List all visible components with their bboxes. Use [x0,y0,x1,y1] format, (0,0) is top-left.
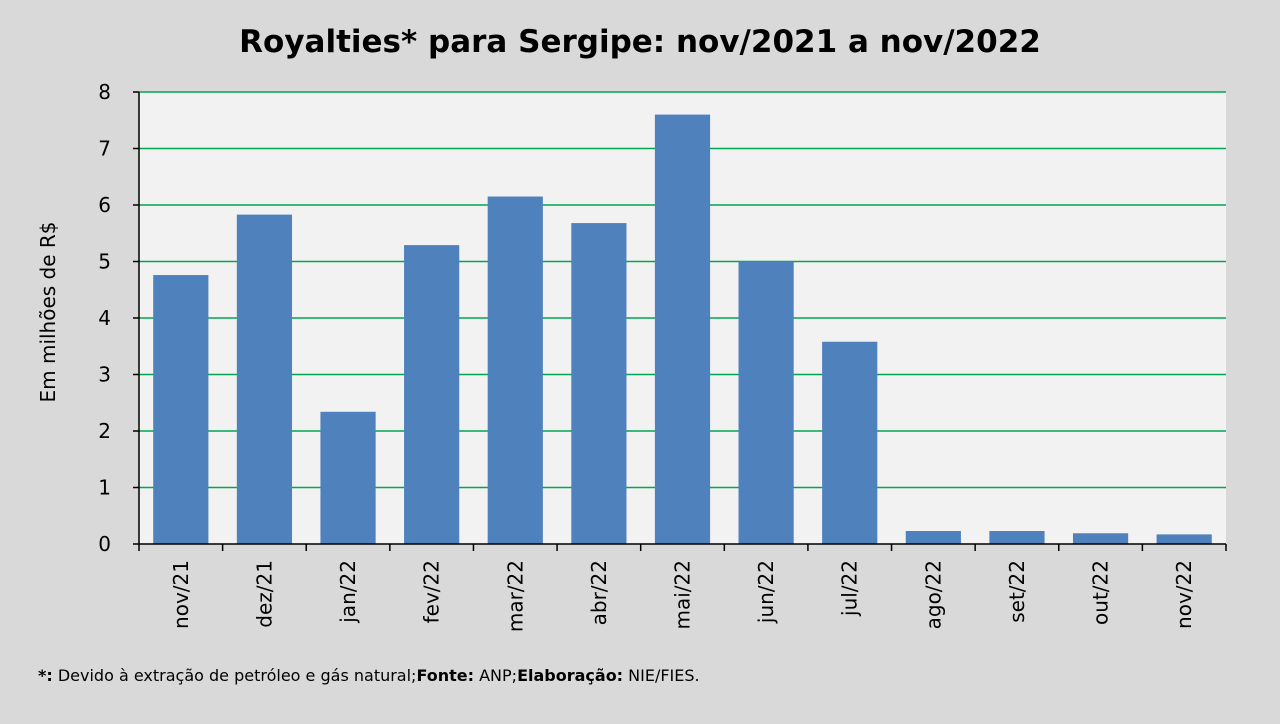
bar-nov-21 [153,275,209,544]
x-tick-label: jun/22 [754,560,778,624]
bar-abr-22 [571,223,627,544]
footnote: *: Devido à extração de petróleo e gás n… [38,666,700,685]
footnote-text: Devido à extração de petróleo e gás natu… [53,666,417,685]
bar-dez-21 [236,214,293,545]
y-tick-label: 5 [98,250,111,274]
x-tick-label: jan/22 [336,560,360,624]
x-tick-labels: nov/21 dez/21 jan/22 fev/22 mar/22 abr/22 mai/… [169,560,1196,632]
chart-title: Royalties* para Sergipe: nov/2021 a nov/… [239,24,1041,60]
x-tick-label: jul/22 [838,560,862,617]
x-tick-label: fev/22 [420,560,444,623]
y-tick-label: 1 [98,476,111,500]
bar-fev-22 [404,245,460,545]
y-tick-label: 2 [98,419,111,443]
y-tick-label: 6 [98,193,111,217]
y-tick-label: 4 [98,306,111,330]
x-tick-label: nov/22 [1172,560,1196,629]
y-axis-label: Em milhões de R$ [36,221,60,402]
x-tick-label: abr/22 [587,560,611,625]
bar-mar-22 [487,196,543,544]
y-tick-label: 8 [98,80,111,104]
bar-set-22 [989,531,1045,544]
y-tick-label: 7 [98,137,111,161]
x-tick-label: dez/21 [252,560,276,628]
bar-nov-22 [1156,534,1212,544]
x-tick-label: ago/22 [921,560,945,629]
bar-jan-22 [320,411,376,544]
footnote-elab-value: NIE/FIES. [623,666,700,685]
y-tick-label: 0 [98,532,111,556]
footnote-elab-label: Elaboração: [517,666,623,685]
bar-jun-22 [738,261,794,544]
x-tick-label: nov/21 [169,560,193,629]
bars [153,114,1212,545]
x-tick-label: set/22 [1005,560,1029,623]
axes [133,91,1227,551]
y-tick-labels: 0 1 2 3 4 5 6 7 8 [98,80,111,556]
footnote-fonte-label: Fonte: [416,666,474,685]
bar-jul-22 [822,341,878,544]
x-tick-label: mai/22 [671,560,695,629]
bar-ago-22 [905,531,961,544]
x-tick-label: out/22 [1089,560,1113,625]
bar-mai-22 [654,114,711,544]
footnote-fonte-value: ANP; [474,666,517,685]
y-tick-label: 3 [98,363,111,387]
footnote-marker: *: [38,666,53,685]
x-tick-label: mar/22 [503,560,527,632]
bar-out-22 [1072,533,1129,544]
